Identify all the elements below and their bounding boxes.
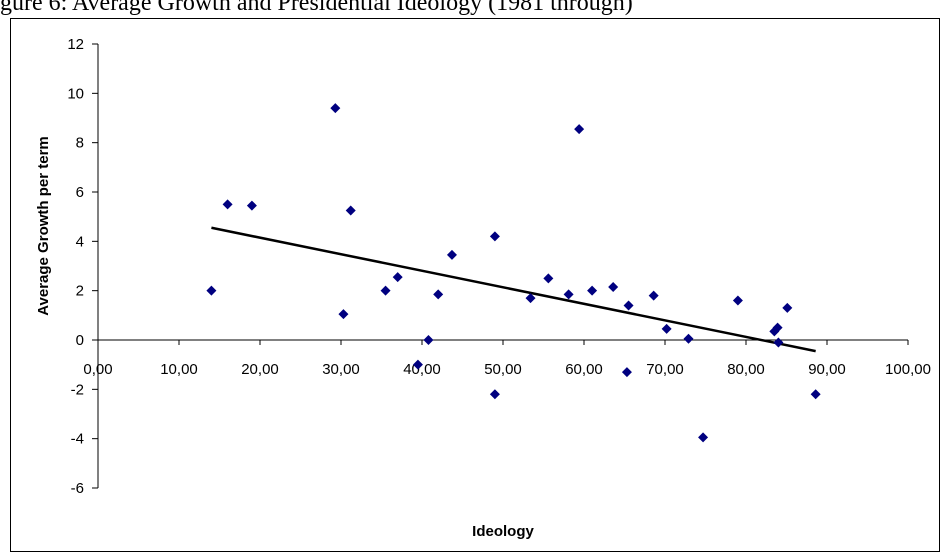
data-point [489, 231, 500, 242]
data-point [608, 281, 619, 292]
y-tick-label: -2 [71, 381, 84, 398]
trendline-layer [211, 226, 816, 353]
data-point [810, 389, 821, 400]
y-tick-label: 10 [67, 85, 84, 102]
data-point [698, 432, 709, 443]
data-point [206, 285, 217, 296]
data-point [423, 335, 434, 345]
data-point [392, 272, 403, 283]
data-point [412, 359, 423, 370]
data-point [222, 199, 233, 210]
y-tick-label: 4 [76, 233, 84, 250]
y-tick-label: -4 [71, 431, 84, 448]
x-tick-label: 100,00 [885, 361, 931, 378]
data-point [772, 322, 783, 333]
x-tick-label: 60,00 [565, 361, 603, 378]
x-tick-label: 90,00 [808, 361, 846, 378]
data-point [246, 200, 257, 211]
data-point [683, 333, 694, 344]
y-tick-label: 6 [76, 184, 84, 201]
data-point [661, 323, 672, 334]
trendline [211, 226, 816, 353]
x-tick-label: 30,00 [322, 361, 360, 378]
data-point [543, 273, 554, 284]
axes: -6 -4 -2 0 2 4 6 8 10 12 0,00 10,00 20,00 30,00 40,00 5… [67, 36, 931, 497]
x-tick-label: 70,00 [646, 361, 684, 378]
x-tick-label: 0,00 [83, 361, 112, 378]
y-tick-label: 2 [76, 283, 84, 300]
data-point [587, 285, 598, 296]
x-tick-label: 20,00 [241, 361, 279, 378]
data-point [433, 289, 444, 300]
data-point [782, 302, 793, 313]
data-point [648, 290, 659, 301]
data-point [623, 300, 634, 311]
x-tick-label: 80,00 [727, 361, 765, 378]
data-point [446, 249, 457, 260]
x-tick-label: 50,00 [484, 361, 522, 378]
x-tick-label: 10,00 [160, 361, 198, 378]
data-point [574, 124, 585, 135]
data-point [563, 289, 574, 300]
data-point [489, 389, 500, 400]
data-point [330, 103, 341, 114]
x-axis-title: Ideology [472, 523, 534, 540]
data-point [345, 205, 356, 216]
data-point [732, 295, 743, 306]
y-axis-title: Average Growth per term [35, 136, 52, 316]
x-tick-label: 40,00 [403, 361, 441, 378]
y-tick-label: -6 [71, 480, 84, 497]
data-point [773, 337, 784, 348]
points-layer [206, 103, 821, 443]
figure-caption: gure 6: Average Growth and Presidential … [0, 0, 633, 16]
y-tick-label: 12 [67, 36, 84, 53]
y-tick-label: 0 [76, 332, 84, 349]
data-point [380, 285, 391, 296]
data-point [525, 293, 536, 304]
data-point [621, 367, 632, 378]
data-point [338, 309, 349, 320]
y-tick-label: 8 [76, 135, 84, 152]
chart-frame [10, 18, 940, 552]
